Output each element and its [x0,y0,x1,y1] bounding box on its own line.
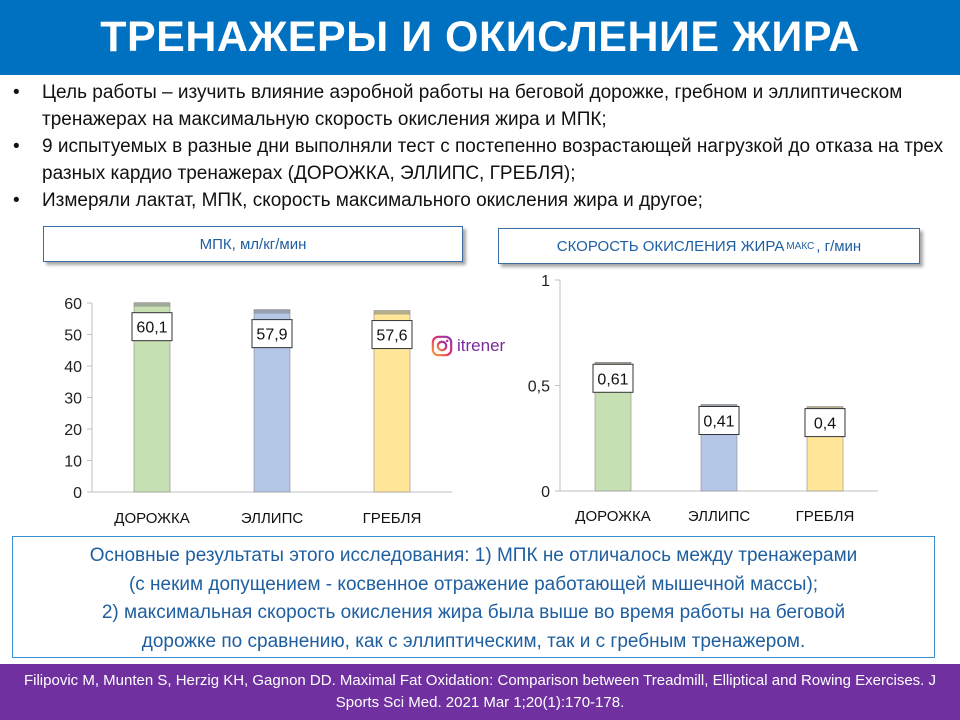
data-label: 57,6 [376,328,407,345]
vo2max-chart-title: МПК, мл/кг/мин [43,226,463,262]
data-label-box [251,319,293,349]
title-bar: ТРЕНАЖЕРЫ И ОКИСЛЕНИЕ ЖИРА [0,0,960,75]
data-label: 57,9 [256,327,287,344]
bullet-item: • 9 испытуемых в разные дни выполняли тес… [10,133,950,187]
data-label: 0,61 [597,371,628,388]
y-tick-label: 1 [541,273,550,290]
page-title: ТРЕНАЖЕРЫ И ОКИСЛЕНИЕ ЖИРА [100,13,860,61]
category-label: ЭЛЛИПС [241,510,304,527]
y-tick-label: 40 [64,359,82,376]
y-tick-label: 0,5 [528,379,550,396]
data-label-box [804,408,846,438]
bullet-dot-icon: • [13,136,20,157]
fat-oxidation-bar-chart: 0 0,5 1 0,61 ДОРОЖКА 0,41 ЭЛЛИПС 0,4 ГРЕБЛЯ [528,273,878,525]
instagram-icon [431,335,453,357]
data-label-box [131,312,173,342]
summary-line: 2) максимальная скорость окисления жира … [101,602,846,623]
citation-text: Filipovic M, Munten S, Herzig KH, Gagnon… [23,672,937,711]
fat-oxidation-chart-title: СКОРОСТЬ ОКИСЛЕНИЯ ЖИРА МАКС , г/мин [498,228,920,264]
category-label: ГРЕБЛЯ [796,508,855,525]
category-label: ДОРОЖКА [114,510,189,527]
citation-footer: Filipovic M, Munten S, Herzig KH, Gagnon… [0,664,960,720]
bullet-dot-icon: • [13,190,20,211]
category-label: ГРЕБЛЯ [363,510,422,527]
bullet-item: • Цель работы – изучить влияние аэробной … [10,79,950,133]
y-tick-label: 60 [64,296,82,313]
bullet-dot-icon: • [13,82,20,103]
bullet-item: • Измеряли лактат, МПК, скорость максимал… [10,187,950,214]
data-label-box [371,320,413,350]
watermark-text: itrener [457,336,506,355]
data-label: 0,41 [703,413,734,430]
bullet-list: • Цель работы – изучить влияние аэробной … [10,79,950,214]
data-label: 0,4 [814,416,836,433]
bar-cap [374,310,410,315]
vo2max-bar-chart: 0 10 20 30 40 50 60 60,1 ДОРОЖКА 57,9 ЭЛЛИПС 57,6 ГР… [64,296,452,527]
summary-line: Основные результаты этого исследования: … [89,545,858,566]
bar-cap [134,302,170,307]
summary-line: дорожке по сравнению, как с эллиптически… [141,630,806,652]
summary-box: Основные результаты этого исследования: … [12,536,935,658]
bar-cap [254,309,290,314]
data-label-box [698,405,740,435]
y-tick-label: 10 [64,454,82,471]
y-tick-label: 20 [64,422,82,439]
y-tick-label: 50 [64,328,82,345]
y-tick-label: 0 [73,485,82,502]
data-label: 60,1 [136,320,167,337]
category-label: ЭЛЛИПС [688,508,751,525]
instagram-watermark: itrener [431,335,505,357]
data-label-box [592,363,634,393]
category-label: ДОРОЖКА [575,508,650,525]
y-tick-label: 0 [541,484,550,501]
y-tick-label: 30 [64,391,82,408]
summary-line: (с неким допущением - косвенное отражени… [128,573,819,595]
